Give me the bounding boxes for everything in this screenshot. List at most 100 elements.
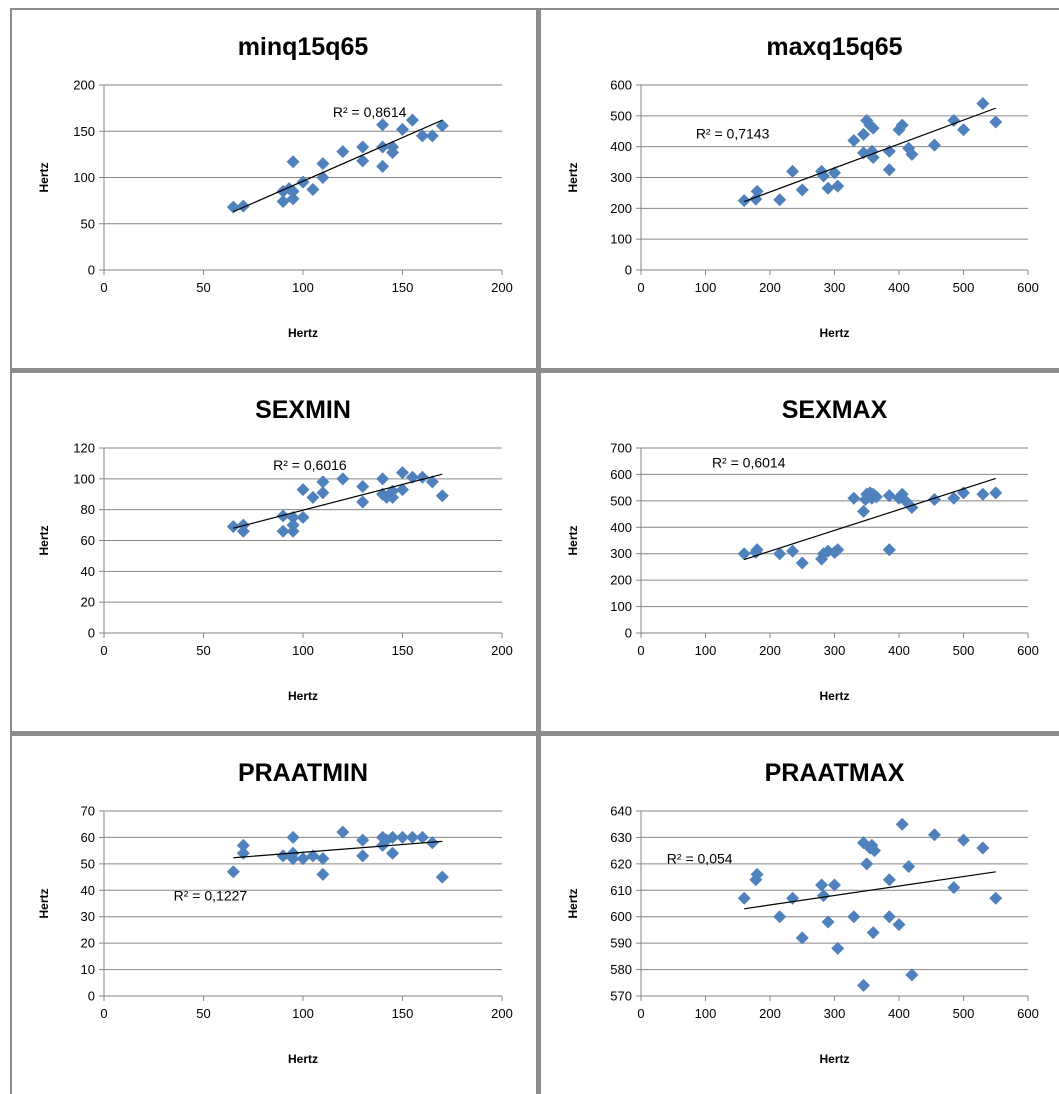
scatter-point	[376, 118, 390, 132]
x-tick-label: 300	[824, 1006, 846, 1021]
scatter-point	[927, 493, 941, 507]
scatter-point	[947, 113, 961, 127]
scatter-point	[737, 891, 751, 905]
scatter-point	[296, 175, 310, 189]
scatter-point	[786, 544, 800, 558]
chart-panel-minq15q65: minq15q65 0 50 100 150 200 0 50 100 150 200 Hertz He…	[12, 10, 536, 368]
scatter-point	[226, 520, 240, 534]
scatter-point	[857, 127, 871, 141]
scatter-point	[236, 199, 250, 213]
x-tick-label: 400	[888, 1006, 910, 1021]
y-tick-label: 20	[81, 595, 95, 610]
y-tick-label: 10	[81, 962, 95, 977]
trendline	[744, 477, 996, 561]
y-tick-label: 200	[610, 573, 632, 588]
y-tick-label: 20	[81, 936, 95, 951]
scatter-point	[376, 472, 390, 486]
trendline	[744, 871, 996, 910]
scatter-point	[405, 830, 419, 844]
scatter-point	[356, 480, 370, 494]
y-tick-label: 40	[81, 883, 95, 898]
scatter-point	[386, 830, 400, 844]
scatter-point	[316, 475, 330, 489]
scatter-point	[286, 184, 300, 198]
scatter-point	[356, 495, 370, 509]
scatter-point	[286, 518, 300, 532]
scatter-point	[976, 841, 990, 855]
scatter-point	[898, 494, 912, 508]
scatter-point	[828, 878, 841, 892]
y-tick-label: 600	[610, 909, 632, 924]
y-tick-label: 700	[610, 441, 632, 456]
scatter-point	[750, 543, 764, 557]
x-tick-label: 600	[1017, 280, 1039, 295]
x-tick-label: 400	[888, 280, 910, 295]
r-squared-label: R² = 0,1227	[174, 888, 248, 904]
scatter-point	[286, 192, 300, 206]
scatter-point	[386, 484, 400, 498]
chart-panel-praatmax: PRAATMAX 570 580 590 600 610 620 630 640 0 100 200 3…	[541, 736, 1059, 1094]
panel-border-line	[10, 8, 12, 1094]
x-axis-title: Hertz	[819, 689, 849, 703]
scatter-point	[831, 543, 845, 557]
x-tick-label: 50	[196, 643, 210, 658]
scatter-point	[882, 910, 896, 924]
scatter-point	[296, 510, 310, 524]
y-axis-title: Hertz	[566, 525, 580, 555]
scatter-point	[286, 155, 300, 169]
y-tick-label: 500	[610, 108, 632, 123]
scatter-point	[831, 941, 845, 955]
x-tick-label: 50	[196, 1006, 210, 1021]
y-tick-label: 70	[81, 804, 95, 819]
scatter-point	[902, 860, 916, 873]
y-tick-label: 570	[610, 989, 632, 1004]
scatter-point	[737, 194, 751, 208]
scatter-point	[773, 547, 787, 561]
panel-border-line	[10, 368, 1059, 373]
trendline	[743, 107, 996, 203]
scatter-point	[857, 836, 871, 850]
scatter-point	[895, 118, 909, 132]
x-axis-title: Hertz	[819, 326, 849, 340]
x-axis-title: Hertz	[288, 689, 318, 703]
x-tick-label: 500	[953, 1006, 975, 1021]
scatter-point	[847, 910, 861, 924]
scatter-point	[386, 846, 400, 860]
scatter-point	[866, 121, 880, 135]
x-tick-label: 50	[196, 280, 210, 295]
x-tick-label: 300	[824, 643, 846, 658]
scatter-point	[276, 849, 290, 863]
scatter-point	[815, 878, 829, 892]
chart-title: PRAATMAX	[765, 759, 905, 787]
chart-title: SEXMIN	[255, 396, 351, 424]
x-tick-label: 200	[759, 1006, 781, 1021]
scatter-point	[435, 489, 449, 503]
scatter-point	[860, 857, 874, 871]
scatter-point	[989, 115, 1003, 129]
y-tick-label: 600	[610, 78, 632, 93]
scatter-point	[356, 833, 370, 847]
chart-panel-sexmin: SEXMIN 0 20 40 60 80 100 120 0 50 100 150 200 Hertz He…	[12, 373, 536, 731]
scatter-point	[821, 915, 835, 929]
x-tick-label: 100	[292, 1006, 314, 1021]
x-axis-title: Hertz	[288, 1052, 318, 1066]
scatter-point	[396, 830, 409, 844]
chart-panel-sexmax: SEXMAX 0 100 200 300 400 500 600 700 0 100 200 300 40…	[541, 373, 1059, 731]
scatter-point	[865, 144, 879, 158]
scatter-point	[316, 867, 330, 881]
y-tick-label: 300	[610, 546, 632, 561]
scatter-point	[927, 828, 941, 842]
scatter-point	[866, 926, 880, 940]
y-tick-label: 100	[610, 599, 632, 614]
x-tick-label: 200	[491, 1006, 513, 1021]
x-tick-label: 200	[491, 643, 513, 658]
y-tick-label: 100	[73, 471, 95, 486]
scatter-point	[236, 838, 250, 852]
x-tick-label: 150	[392, 280, 414, 295]
scatter-point	[821, 181, 835, 195]
x-tick-label: 0	[637, 643, 644, 658]
x-tick-label: 600	[1017, 1006, 1039, 1021]
scatter-point	[867, 844, 881, 858]
y-tick-label: 0	[88, 263, 95, 278]
scatter-point	[869, 490, 883, 504]
